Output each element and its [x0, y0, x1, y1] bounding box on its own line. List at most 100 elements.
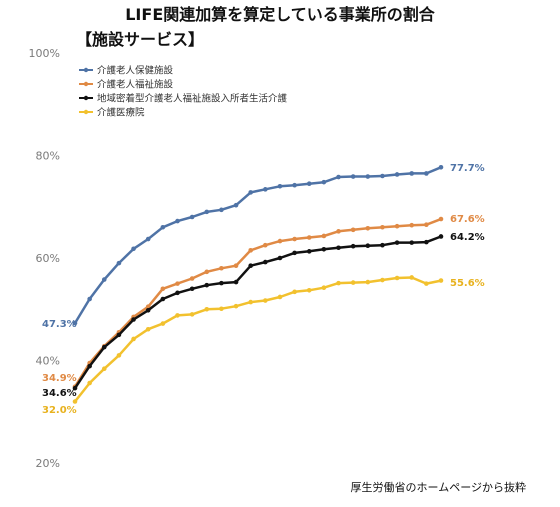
y-axis: 20% 40% 60% 80% 100%: [29, 47, 60, 470]
source-note: 厚生労働省のホームページから抜粋: [351, 480, 526, 494]
data-point: [424, 222, 429, 227]
data-point: [175, 281, 180, 286]
data-point: [145, 236, 151, 242]
data-point: [189, 276, 195, 281]
data-point: [116, 260, 122, 266]
data-labels: 47.3% 77.7% 34.9% 67.6% 34.6% 64.2% 32.0% 55.6%: [42, 163, 485, 416]
data-point: [87, 380, 92, 386]
start-value-label: 32.0%: [42, 405, 77, 416]
legend-swatch-marker: [83, 81, 89, 87]
data-point: [175, 290, 180, 296]
data-point: [277, 255, 283, 261]
series: [72, 164, 444, 326]
data-point: [87, 296, 92, 302]
y-tick-label: 100%: [29, 47, 60, 60]
y-tick-label: 80%: [36, 150, 60, 163]
data-point: [409, 222, 415, 228]
data-point: [409, 240, 415, 245]
legend-item: 介護医療院: [79, 107, 145, 119]
data-point: [350, 243, 356, 249]
end-value-label: 77.7%: [450, 163, 485, 174]
data-point: [116, 332, 122, 338]
chart-title: LIFE関連加算を算定している事業所の割合: [125, 5, 436, 24]
data-point: [204, 306, 210, 312]
data-point: [248, 190, 253, 195]
start-value-label: 47.3%: [42, 319, 77, 330]
data-point: [365, 279, 371, 285]
series-line: [73, 235, 442, 389]
chart-subtitle: 【施設サービス】: [76, 30, 204, 49]
data-point: [380, 173, 385, 179]
data-point: [438, 216, 444, 222]
legend-label: 介護老人保健施設: [97, 65, 174, 77]
data-point: [277, 238, 283, 244]
data-point: [263, 298, 268, 303]
data-point: [131, 317, 136, 322]
start-value-label: 34.9%: [42, 373, 77, 384]
data-point: [101, 277, 107, 282]
data-point: [321, 246, 327, 252]
data-point: [160, 286, 166, 292]
legend-item: 介護老人保健施設: [79, 65, 174, 77]
data-point: [306, 249, 312, 254]
data-point: [394, 172, 400, 177]
data-point: [233, 279, 239, 285]
data-point: [424, 281, 429, 286]
data-point: [424, 239, 429, 245]
series: [72, 234, 444, 391]
data-point: [233, 263, 239, 268]
end-value-label: 67.6%: [450, 214, 485, 225]
data-point: [248, 248, 253, 253]
data-point: [72, 320, 78, 326]
data-point: [263, 242, 268, 248]
data-point: [248, 299, 253, 305]
data-point: [189, 214, 195, 220]
series-line: [73, 166, 442, 324]
data-point: [306, 287, 312, 293]
data-point: [175, 218, 180, 224]
data-point: [424, 171, 429, 176]
data-point: [380, 242, 385, 248]
series-lines: [72, 164, 444, 404]
legend: 介護老人保健施設介護老人福祉施設地域密着型介護老人福祉施設入所者生活介護介護医療…: [79, 65, 288, 119]
data-point: [321, 233, 327, 239]
legend-label: 介護医療院: [97, 107, 145, 119]
data-point: [409, 275, 415, 280]
data-point: [160, 296, 166, 302]
data-point: [233, 303, 239, 309]
data-point: [350, 280, 356, 285]
data-point: [292, 289, 297, 295]
data-point: [336, 229, 341, 234]
data-point: [350, 174, 356, 179]
data-point: [365, 225, 371, 231]
data-point: [263, 187, 268, 192]
data-point: [277, 183, 283, 189]
legend-swatch-marker: [83, 109, 89, 115]
data-point: [350, 227, 356, 233]
data-point: [219, 207, 224, 213]
data-point: [145, 326, 151, 332]
data-point: [380, 277, 385, 283]
data-point: [219, 306, 224, 312]
data-point: [365, 174, 371, 179]
data-point: [72, 385, 78, 391]
data-point: [394, 223, 400, 229]
legend-item: 介護老人福祉施設: [79, 79, 174, 91]
data-point: [292, 236, 297, 242]
data-point: [409, 171, 415, 176]
data-point: [336, 245, 341, 251]
data-point: [189, 286, 195, 292]
legend-label: 地域密着型介護老人福祉施設入所者生活介護: [97, 93, 288, 105]
data-point: [87, 363, 92, 369]
data-point: [204, 269, 210, 275]
data-point: [204, 209, 210, 215]
data-point: [306, 181, 312, 186]
data-point: [380, 224, 385, 230]
data-point: [438, 234, 444, 239]
series-line: [73, 217, 442, 388]
data-point: [263, 259, 268, 265]
legend-swatch-marker: [83, 95, 89, 101]
data-point: [145, 307, 151, 313]
legend-label: 介護老人福祉施設: [97, 79, 174, 91]
